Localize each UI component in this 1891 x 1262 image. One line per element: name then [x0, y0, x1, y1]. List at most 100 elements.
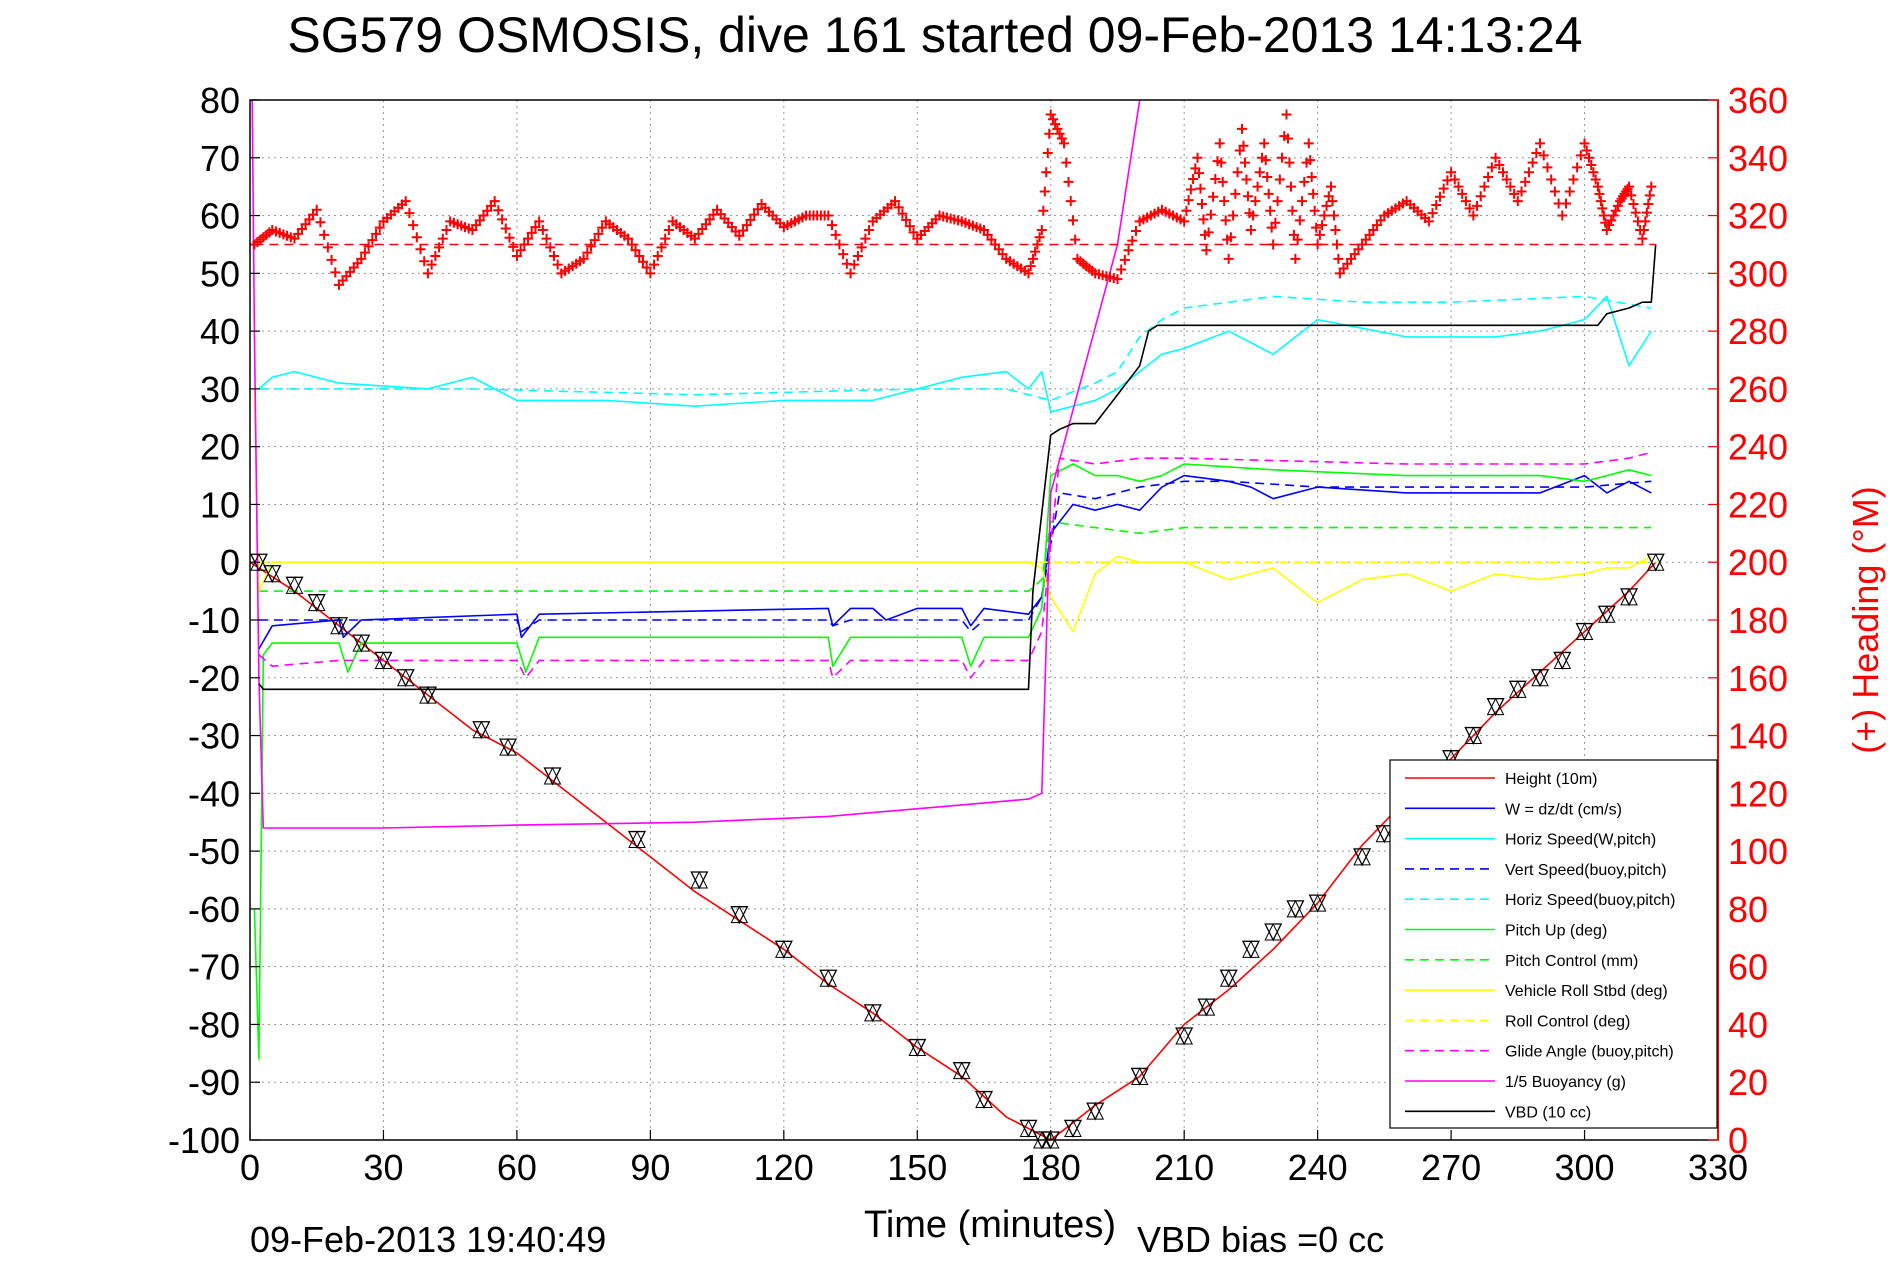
legend-box — [1389, 759, 1718, 1129]
heading-marker — [1045, 109, 1056, 120]
heading-marker — [1641, 207, 1652, 218]
y-right-tick-label: 40 — [1728, 1004, 1768, 1045]
heading-marker — [1460, 196, 1471, 207]
chart-title: SG579 OSMOSIS, dive 161 started 09-Feb-2… — [287, 7, 1582, 63]
heading-marker — [1308, 188, 1319, 199]
heading-marker — [1303, 138, 1314, 149]
heading-marker — [641, 262, 652, 273]
heading-marker — [1475, 191, 1486, 202]
heading-marker — [1059, 138, 1070, 149]
heading-marker — [1274, 174, 1285, 185]
heading-marker — [845, 268, 856, 279]
heading-marker — [1595, 196, 1606, 207]
heading-marker — [1183, 195, 1194, 206]
heading-marker — [1203, 227, 1214, 238]
heading-marker — [901, 214, 912, 225]
heading-marker — [1328, 210, 1339, 221]
heading-marker — [593, 228, 604, 239]
heading-marker — [1245, 225, 1256, 235]
depth-marker-inverse — [472, 720, 491, 739]
heading-marker — [322, 242, 333, 253]
heading-marker — [1052, 123, 1063, 134]
heading-marker — [1195, 183, 1206, 194]
heading-marker — [897, 208, 908, 219]
heading-marker — [1538, 150, 1549, 161]
heading-marker — [652, 251, 663, 261]
heading-marker — [441, 225, 452, 235]
heading-marker — [545, 242, 556, 253]
depth-marker-inverse — [1242, 940, 1260, 958]
heading-marker — [419, 256, 430, 267]
heading-marker — [1523, 167, 1534, 178]
heading-marker — [626, 239, 637, 250]
heading-marker — [1490, 152, 1501, 163]
heading-marker — [1638, 225, 1649, 235]
y-right-tick-label: 240 — [1728, 427, 1788, 468]
x-tick-label: 210 — [1154, 1147, 1214, 1188]
heading-marker — [548, 251, 559, 261]
heading-marker — [1509, 188, 1520, 199]
heading-marker — [315, 217, 326, 228]
x-axis-label: Time (minutes) — [864, 1204, 1116, 1246]
depth-marker-inverse — [1575, 622, 1594, 641]
heading-marker — [1497, 167, 1508, 178]
heading-marker — [1568, 174, 1579, 185]
x-tick-label: 330 — [1688, 1147, 1748, 1188]
heading-marker — [1063, 176, 1074, 187]
depth-marker-inverse — [1286, 899, 1305, 918]
heading-marker — [434, 242, 445, 253]
heading-marker — [856, 242, 867, 253]
heading-marker — [526, 227, 537, 238]
heading-marker — [1483, 172, 1494, 183]
legend-label-roll-control-deg: Roll Control (deg) — [1505, 1013, 1630, 1030]
heading-marker — [1549, 186, 1560, 197]
heading-marker — [1039, 186, 1050, 197]
heading-marker — [1248, 210, 1259, 221]
heading-marker — [1116, 264, 1127, 275]
y-tick-label: -100 — [168, 1120, 240, 1161]
heading-marker — [1181, 205, 1192, 216]
heading-marker — [1032, 239, 1043, 250]
heading-marker — [363, 241, 374, 252]
heading-marker — [1282, 133, 1293, 144]
heading-marker — [1594, 188, 1605, 199]
heading-marker — [1220, 215, 1231, 226]
depth-marker-inverse — [330, 616, 348, 635]
heading-marker — [519, 239, 530, 250]
heading-marker — [1610, 205, 1621, 216]
heading-marker — [1588, 167, 1599, 178]
heading-marker — [1321, 200, 1332, 211]
depth-marker-inverse — [1646, 553, 1665, 571]
heading-marker — [1232, 167, 1243, 178]
depth-marker-inverse — [374, 651, 393, 669]
y-axis-label-right: (+) Heading (°M) — [1845, 486, 1886, 753]
y-tick-label: 40 — [200, 311, 240, 352]
heading-marker — [1446, 167, 1457, 178]
y-right-tick-label: 280 — [1728, 311, 1788, 352]
heading-marker — [1270, 217, 1281, 228]
series-line-vbd-10-cc — [258, 244, 1657, 691]
heading-marker — [1604, 220, 1615, 231]
heading-marker — [1468, 210, 1479, 221]
heading-marker — [1238, 140, 1249, 151]
heading-marker — [1198, 214, 1209, 225]
heading-marker — [1297, 196, 1308, 207]
heading-marker — [1608, 210, 1619, 221]
depth-marker-inverse — [952, 1061, 971, 1080]
heading-marker — [1431, 199, 1442, 210]
heading-marker — [1472, 200, 1483, 211]
heading-marker — [597, 222, 608, 233]
legend-label-pitch-up-deg: Pitch Up (deg) — [1505, 923, 1607, 940]
heading-marker — [663, 225, 674, 235]
x-tick-label: 30 — [363, 1147, 403, 1188]
legend-label-vbd-10-cc: VBD (10 cc) — [1505, 1104, 1591, 1121]
data-series — [250, 100, 1657, 1140]
y-tick-label: -80 — [188, 1004, 240, 1045]
heading-marker — [489, 196, 500, 207]
heading-marker — [1564, 186, 1575, 197]
heading-marker — [530, 222, 541, 233]
heading-marker — [860, 233, 871, 244]
heading-marker — [1061, 157, 1072, 168]
heading-marker — [1512, 196, 1523, 207]
depth-marker-inverse — [628, 830, 646, 849]
